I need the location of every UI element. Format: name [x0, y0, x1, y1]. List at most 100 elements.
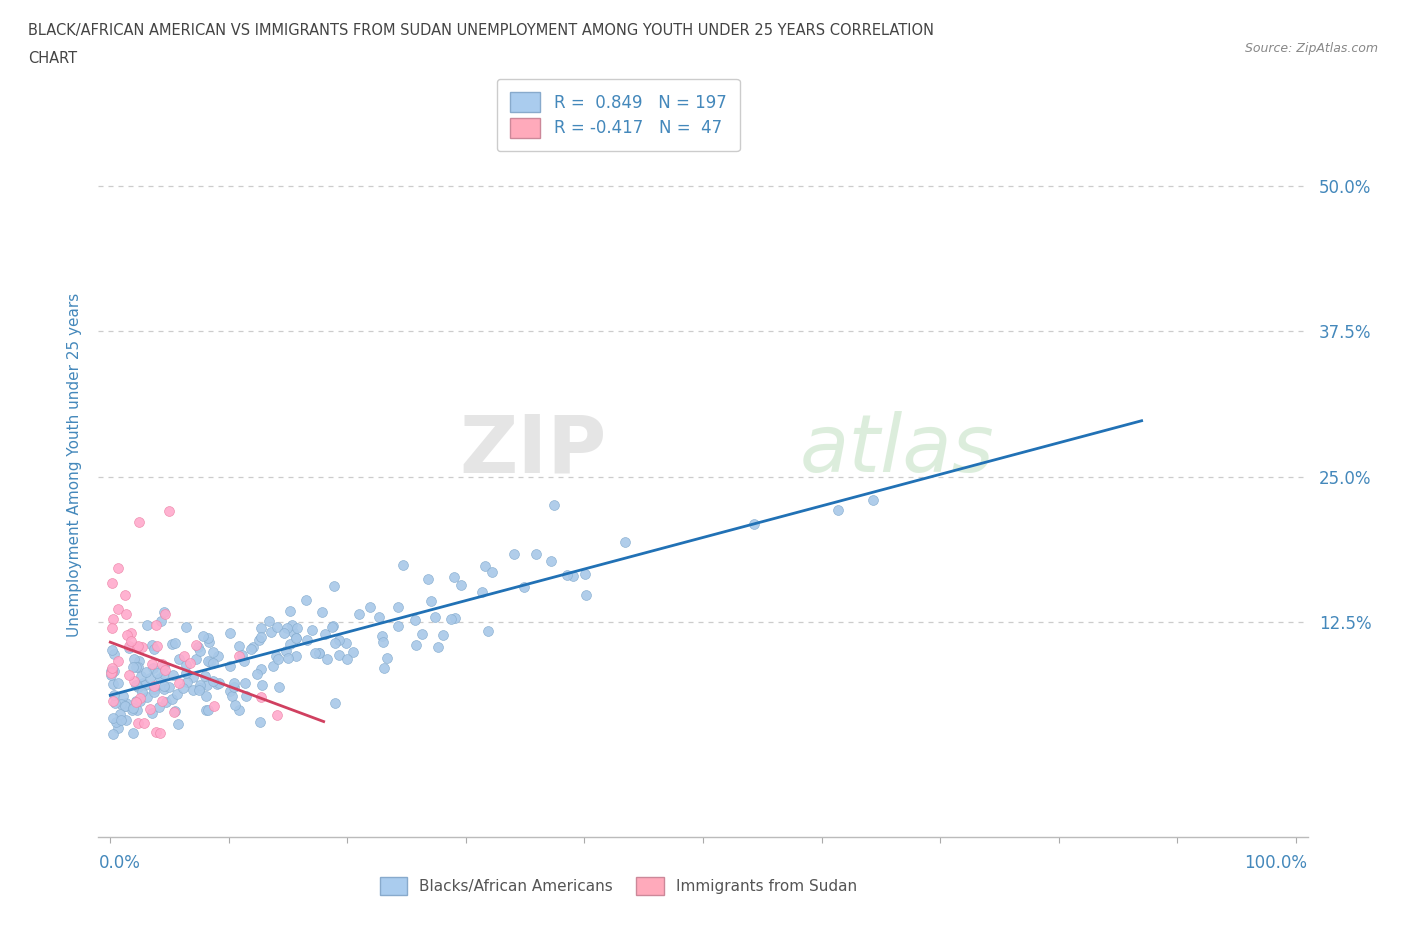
Point — [228, 639, 250, 654]
Point — [128, 654, 150, 669]
Point — [101, 642, 124, 657]
Point — [321, 619, 343, 634]
Point — [142, 660, 165, 675]
Point — [228, 648, 250, 663]
Point — [149, 614, 172, 629]
Point — [176, 675, 198, 690]
Point — [233, 676, 256, 691]
Point — [276, 621, 298, 636]
Point — [387, 600, 409, 615]
Point — [155, 606, 177, 621]
Point — [100, 667, 122, 682]
Point — [262, 658, 284, 673]
Point — [325, 696, 347, 711]
Point — [335, 635, 357, 650]
Point — [249, 630, 271, 644]
Point — [367, 610, 389, 625]
Point — [155, 695, 177, 710]
Point — [101, 575, 124, 590]
Point — [561, 568, 583, 583]
Point — [135, 664, 157, 679]
Point — [202, 644, 225, 659]
Point — [328, 647, 350, 662]
Point — [228, 702, 250, 717]
Point — [114, 587, 136, 602]
Point — [101, 661, 124, 676]
Point — [308, 645, 330, 660]
Point — [166, 716, 188, 731]
Point — [260, 624, 283, 639]
Point — [323, 635, 346, 650]
Point — [118, 668, 141, 683]
Point — [273, 625, 295, 640]
Point — [131, 640, 153, 655]
Point — [224, 679, 246, 694]
Point — [194, 669, 217, 684]
Point — [285, 620, 308, 635]
Point — [132, 675, 155, 690]
Point — [143, 681, 166, 696]
Point — [125, 677, 148, 692]
Point — [281, 618, 304, 632]
Point — [481, 565, 503, 579]
Point — [194, 702, 217, 717]
Point — [295, 633, 318, 648]
Point — [443, 610, 465, 625]
Point — [103, 663, 125, 678]
Text: atlas: atlas — [800, 411, 994, 489]
Point — [145, 618, 167, 632]
Point — [181, 683, 204, 698]
Point — [145, 724, 167, 739]
Point — [103, 646, 125, 661]
Point — [141, 657, 163, 671]
Point — [404, 612, 426, 627]
Point — [540, 553, 562, 568]
Point — [266, 620, 288, 635]
Point — [115, 712, 138, 727]
Point — [222, 676, 245, 691]
Point — [141, 706, 163, 721]
Point — [122, 659, 145, 674]
Point — [132, 716, 155, 731]
Point — [107, 720, 129, 735]
Point — [129, 669, 152, 684]
Point — [322, 618, 344, 633]
Point — [311, 604, 333, 619]
Point — [827, 502, 849, 517]
Point — [276, 644, 298, 658]
Point — [152, 667, 174, 682]
Point — [474, 559, 496, 574]
Point — [524, 547, 547, 562]
Point — [267, 652, 290, 667]
Point — [122, 725, 145, 740]
Text: ZIP: ZIP — [458, 411, 606, 489]
Point — [100, 666, 122, 681]
Point — [100, 664, 122, 679]
Point — [105, 714, 128, 729]
Point — [125, 703, 148, 718]
Point — [440, 611, 463, 626]
Point — [257, 613, 280, 628]
Point — [423, 609, 446, 624]
Point — [197, 653, 219, 668]
Point — [101, 664, 124, 679]
Point — [283, 624, 305, 639]
Point — [373, 635, 395, 650]
Point — [405, 638, 427, 653]
Point — [188, 677, 211, 692]
Point — [115, 628, 138, 643]
Point — [231, 647, 253, 662]
Point — [308, 645, 330, 660]
Point — [278, 637, 301, 652]
Point — [197, 631, 219, 645]
Point — [221, 688, 243, 703]
Point — [284, 631, 307, 645]
Point — [128, 694, 150, 709]
Point — [146, 665, 169, 680]
Point — [202, 656, 225, 671]
Point — [149, 671, 172, 685]
Point — [103, 677, 125, 692]
Point — [127, 680, 149, 695]
Point — [163, 636, 186, 651]
Point — [127, 639, 149, 654]
